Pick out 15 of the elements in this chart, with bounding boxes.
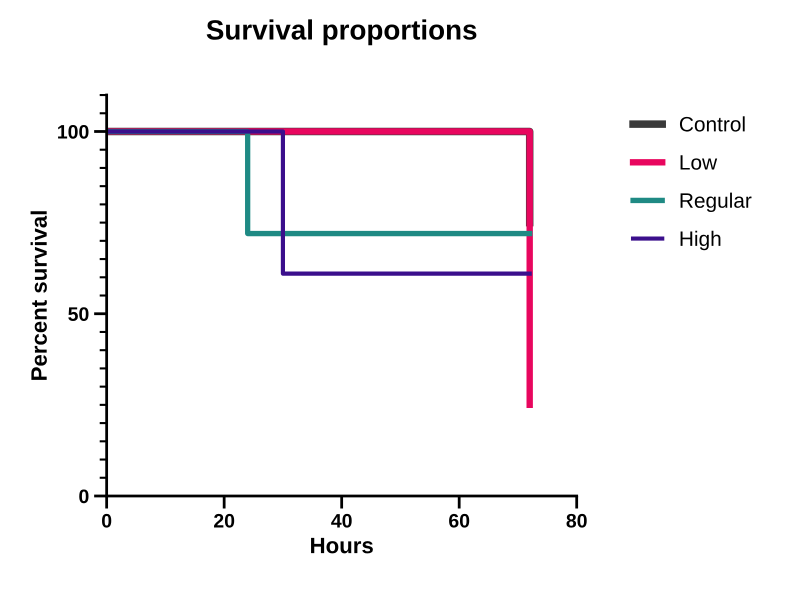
x-tick-label: 80 <box>566 514 587 528</box>
legend-label: Regular <box>680 192 752 212</box>
y-axis-title: Percent survival <box>30 211 47 380</box>
y-tick-label: 0 <box>79 489 88 504</box>
x-tick-label: 60 <box>449 514 470 528</box>
x-tick-label: 40 <box>331 514 352 528</box>
chart-title: Survival proportions <box>206 19 476 46</box>
x-axis-title: Hours <box>311 538 373 554</box>
legend-label: Low <box>680 155 718 170</box>
x-tick-label: 0 <box>102 514 112 528</box>
legend-label: High <box>680 230 720 250</box>
y-tick-label: 50 <box>68 307 88 321</box>
x-tick-label: 20 <box>214 514 234 528</box>
legend-label: Control <box>680 116 745 132</box>
y-tick-label: 100 <box>58 124 88 139</box>
